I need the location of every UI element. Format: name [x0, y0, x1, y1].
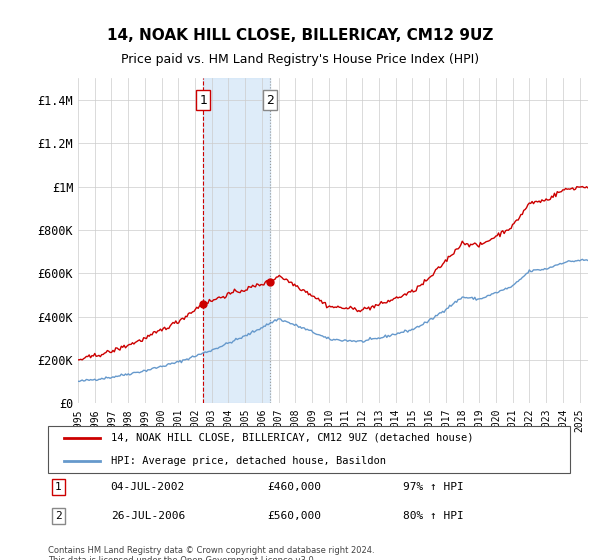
Text: 2: 2	[55, 511, 62, 521]
Text: HPI: Average price, detached house, Basildon: HPI: Average price, detached house, Basi…	[110, 456, 386, 466]
Text: Price paid vs. HM Land Registry's House Price Index (HPI): Price paid vs. HM Land Registry's House …	[121, 53, 479, 66]
Text: Contains HM Land Registry data © Crown copyright and database right 2024.
This d: Contains HM Land Registry data © Crown c…	[48, 546, 374, 560]
Text: 14, NOAK HILL CLOSE, BILLERICAY, CM12 9UZ: 14, NOAK HILL CLOSE, BILLERICAY, CM12 9U…	[107, 28, 493, 43]
Text: 1: 1	[199, 94, 208, 106]
Text: £460,000: £460,000	[267, 482, 321, 492]
Text: £560,000: £560,000	[267, 511, 321, 521]
FancyBboxPatch shape	[48, 426, 570, 473]
Text: 04-JUL-2002: 04-JUL-2002	[110, 482, 185, 492]
Text: 26-JUL-2006: 26-JUL-2006	[110, 511, 185, 521]
Text: 80% ↑ HPI: 80% ↑ HPI	[403, 511, 464, 521]
Text: 97% ↑ HPI: 97% ↑ HPI	[403, 482, 464, 492]
Text: 1: 1	[55, 482, 62, 492]
Text: 2: 2	[266, 94, 274, 106]
Text: 14, NOAK HILL CLOSE, BILLERICAY, CM12 9UZ (detached house): 14, NOAK HILL CLOSE, BILLERICAY, CM12 9U…	[110, 432, 473, 442]
Bar	[203, 78, 270, 403]
